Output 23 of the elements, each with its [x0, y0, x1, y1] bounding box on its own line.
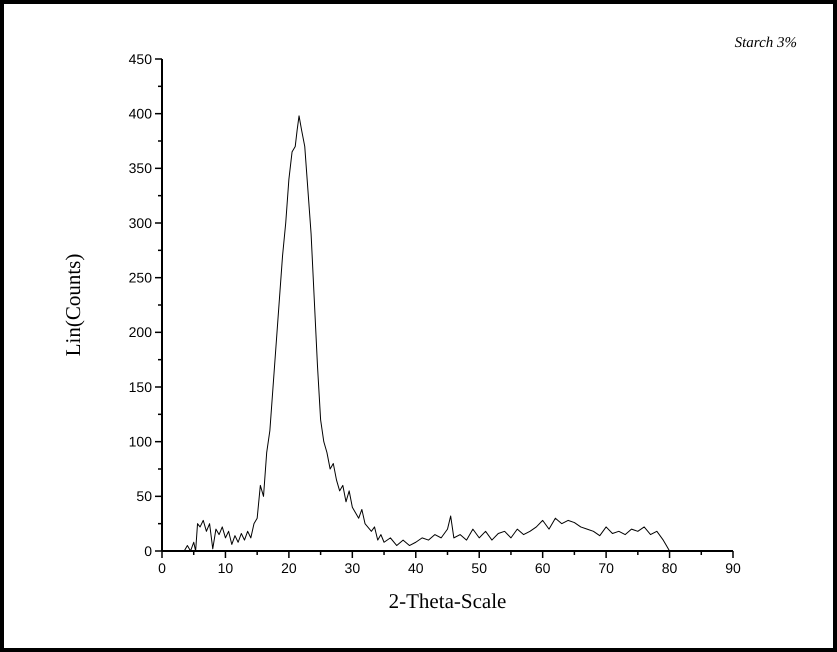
y-tick-label: 450: [128, 50, 152, 67]
y-tick-label: 0: [144, 542, 152, 559]
y-tick-label: 350: [128, 160, 152, 176]
y-tick-label: 100: [128, 434, 152, 450]
x-tick-label: 30: [344, 560, 360, 576]
y-tick-label: 300: [128, 214, 152, 231]
x-tick-label: 40: [408, 560, 424, 576]
x-tick-label: 50: [471, 560, 488, 576]
x-tick-label: 20: [281, 560, 297, 576]
y-tick-label: 200: [128, 324, 152, 340]
x-tick-label: 0: [158, 560, 166, 576]
x-axis-title: 2-Theta-Scale: [388, 589, 506, 613]
x-tick-label: 90: [725, 560, 741, 576]
x-tick-label: 80: [662, 560, 678, 576]
x-tick-label: 60: [534, 560, 551, 576]
y-tick-label: 50: [136, 488, 152, 504]
x-tick-label: 70: [598, 560, 614, 576]
y-tick-label: 400: [128, 106, 152, 122]
x-tick-label: 10: [218, 560, 234, 576]
y-tick-label: 150: [128, 378, 152, 395]
y-axis-title: Lin(Counts): [61, 254, 85, 356]
text: Starch 3%: [734, 35, 797, 51]
y-tick-label: 250: [128, 270, 152, 286]
